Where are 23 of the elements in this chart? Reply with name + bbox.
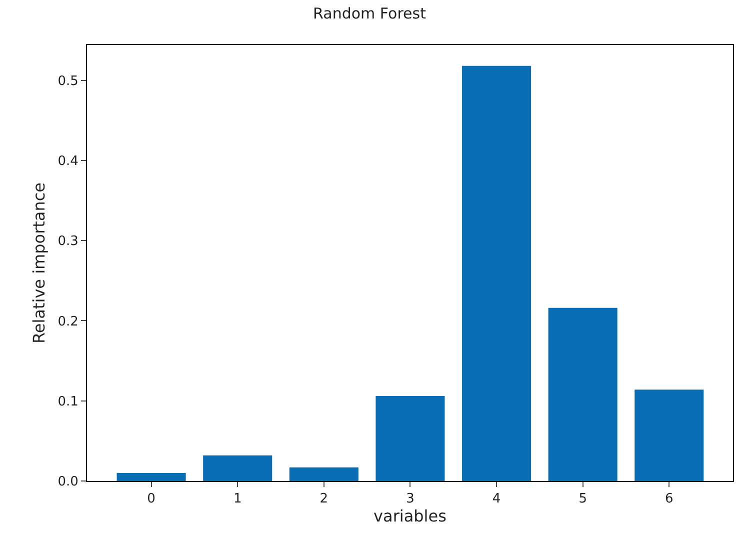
x-tick-label: 6 (664, 492, 674, 507)
bar (634, 390, 704, 481)
bar (548, 308, 618, 481)
chart-title: Random Forest (313, 4, 426, 23)
x-axis-title: variables (374, 506, 446, 526)
bar (203, 455, 272, 481)
y-tick-label: 0.3 (58, 234, 78, 250)
x-tick-label: 1 (233, 492, 242, 507)
bar (462, 66, 532, 481)
bar (289, 467, 358, 481)
x-tick-label: 2 (320, 492, 328, 507)
x-tick-label: 3 (406, 492, 414, 507)
x-tick-label: 4 (492, 492, 501, 507)
y-tick-label: 0.2 (58, 314, 78, 330)
y-axis-title: Relative importance (30, 182, 49, 344)
y-tick-label: 0.5 (58, 74, 78, 89)
y-tick-label: 0.0 (58, 474, 78, 490)
x-tick-label: 0 (147, 492, 156, 507)
y-tick-label: 0.4 (58, 154, 78, 169)
bar (376, 396, 445, 481)
y-tick-label: 0.1 (58, 394, 78, 410)
x-tick-label: 5 (578, 492, 587, 507)
bar (116, 472, 186, 481)
